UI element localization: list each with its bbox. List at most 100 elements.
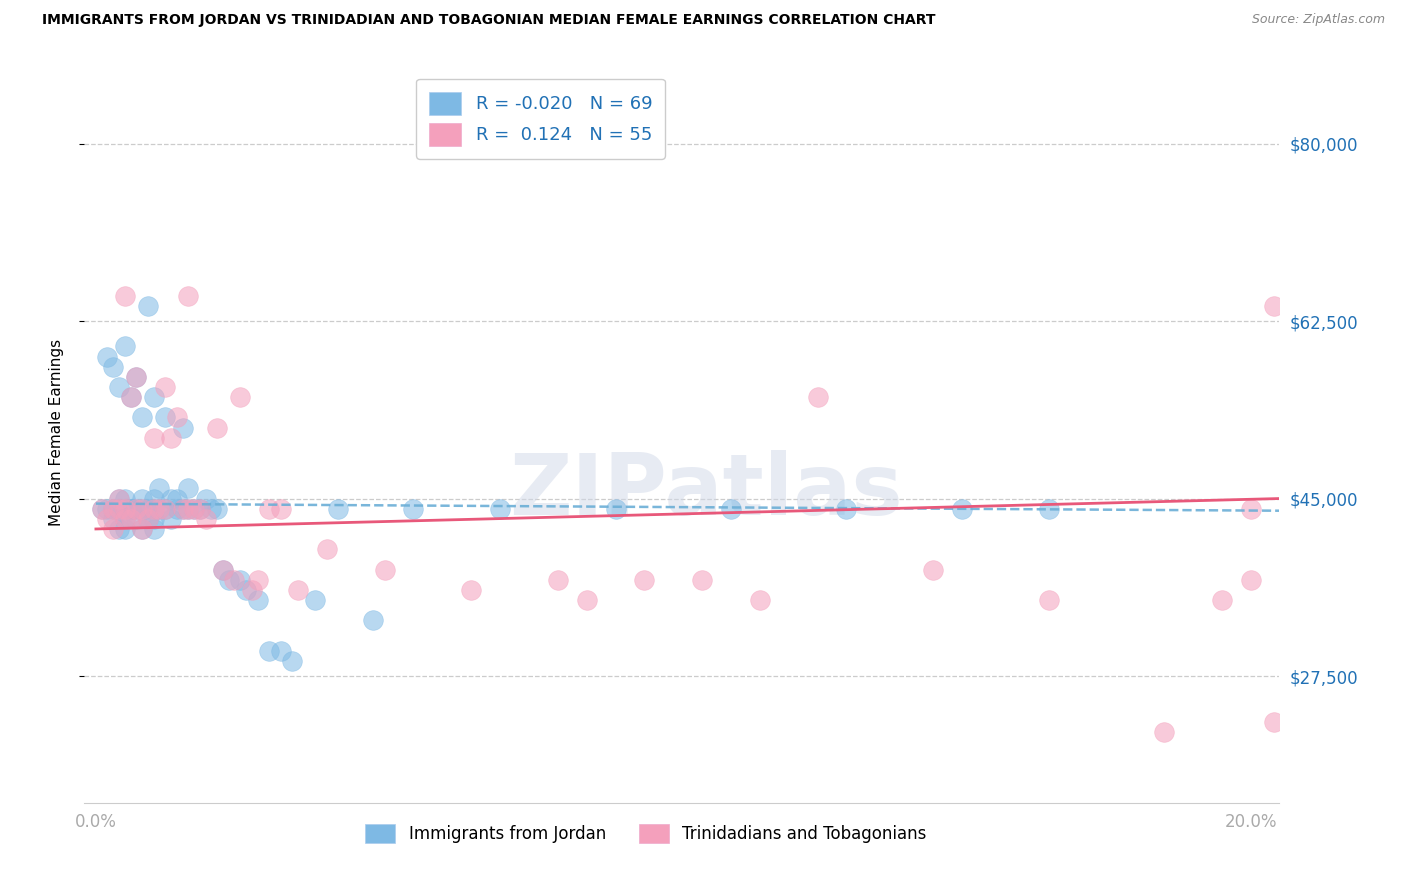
Point bbox=[229, 390, 252, 404]
Point bbox=[153, 380, 176, 394]
Point bbox=[194, 491, 217, 506]
Point bbox=[160, 512, 183, 526]
Point bbox=[200, 501, 222, 516]
Point bbox=[120, 501, 142, 516]
Point bbox=[125, 369, 148, 384]
Point bbox=[114, 289, 136, 303]
Point bbox=[120, 390, 142, 404]
Point bbox=[125, 501, 148, 516]
Point bbox=[218, 573, 240, 587]
Point bbox=[131, 522, 153, 536]
Point bbox=[131, 491, 153, 506]
Point bbox=[1153, 724, 1175, 739]
Point bbox=[183, 501, 205, 516]
Point bbox=[120, 501, 142, 516]
Point bbox=[131, 501, 153, 516]
Point bbox=[166, 491, 188, 506]
Point bbox=[108, 380, 131, 394]
Point bbox=[1239, 501, 1261, 516]
Point bbox=[188, 501, 211, 516]
Point bbox=[1239, 573, 1261, 587]
Point bbox=[605, 501, 627, 516]
Point bbox=[281, 654, 304, 668]
Point bbox=[194, 512, 217, 526]
Point bbox=[575, 593, 598, 607]
Point bbox=[160, 431, 183, 445]
Point bbox=[148, 501, 170, 516]
Point bbox=[177, 482, 200, 496]
Point bbox=[114, 501, 136, 516]
Point bbox=[183, 501, 205, 516]
Point bbox=[460, 582, 482, 597]
Point bbox=[235, 582, 257, 597]
Text: IMMIGRANTS FROM JORDAN VS TRINIDADIAN AND TOBAGONIAN MEDIAN FEMALE EARNINGS CORR: IMMIGRANTS FROM JORDAN VS TRINIDADIAN AN… bbox=[42, 13, 935, 28]
Point bbox=[136, 299, 159, 313]
Point bbox=[131, 410, 153, 425]
Point bbox=[633, 573, 655, 587]
Point bbox=[328, 501, 350, 516]
Point bbox=[148, 501, 170, 516]
Point bbox=[212, 562, 235, 576]
Point bbox=[108, 491, 131, 506]
Point bbox=[108, 522, 131, 536]
Point bbox=[96, 501, 118, 516]
Point bbox=[172, 501, 194, 516]
Point bbox=[108, 491, 131, 506]
Point bbox=[188, 501, 211, 516]
Point bbox=[172, 420, 194, 434]
Point bbox=[922, 562, 945, 576]
Point bbox=[246, 593, 269, 607]
Point bbox=[125, 501, 148, 516]
Point bbox=[177, 501, 200, 516]
Point bbox=[131, 501, 153, 516]
Point bbox=[120, 501, 142, 516]
Point bbox=[114, 501, 136, 516]
Point bbox=[136, 512, 159, 526]
Point bbox=[270, 501, 292, 516]
Point bbox=[547, 573, 569, 587]
Point bbox=[103, 501, 125, 516]
Point bbox=[257, 501, 280, 516]
Point bbox=[103, 522, 125, 536]
Point bbox=[160, 491, 183, 506]
Point bbox=[489, 501, 512, 516]
Point bbox=[96, 512, 118, 526]
Point bbox=[153, 410, 176, 425]
Point bbox=[142, 501, 165, 516]
Point bbox=[108, 501, 131, 516]
Point bbox=[142, 522, 165, 536]
Point bbox=[114, 512, 136, 526]
Point bbox=[142, 491, 165, 506]
Point bbox=[108, 501, 131, 516]
Point bbox=[1038, 593, 1060, 607]
Point bbox=[142, 501, 165, 516]
Point bbox=[212, 562, 235, 576]
Point bbox=[246, 573, 269, 587]
Text: Source: ZipAtlas.com: Source: ZipAtlas.com bbox=[1251, 13, 1385, 27]
Point bbox=[114, 339, 136, 353]
Point bbox=[114, 512, 136, 526]
Point bbox=[177, 289, 200, 303]
Point bbox=[1211, 593, 1233, 607]
Point bbox=[205, 420, 228, 434]
Point bbox=[224, 573, 246, 587]
Point bbox=[103, 501, 125, 516]
Point bbox=[374, 562, 396, 576]
Point bbox=[690, 573, 713, 587]
Point bbox=[125, 369, 148, 384]
Point bbox=[748, 593, 770, 607]
Point bbox=[205, 501, 228, 516]
Point bbox=[153, 501, 176, 516]
Point bbox=[1038, 501, 1060, 516]
Point bbox=[148, 482, 170, 496]
Point bbox=[1263, 714, 1285, 729]
Point bbox=[361, 613, 384, 627]
Point bbox=[90, 501, 112, 516]
Point bbox=[125, 512, 148, 526]
Point bbox=[950, 501, 973, 516]
Point bbox=[229, 573, 252, 587]
Point bbox=[806, 390, 828, 404]
Point bbox=[304, 593, 326, 607]
Point bbox=[1263, 299, 1285, 313]
Point bbox=[153, 501, 176, 516]
